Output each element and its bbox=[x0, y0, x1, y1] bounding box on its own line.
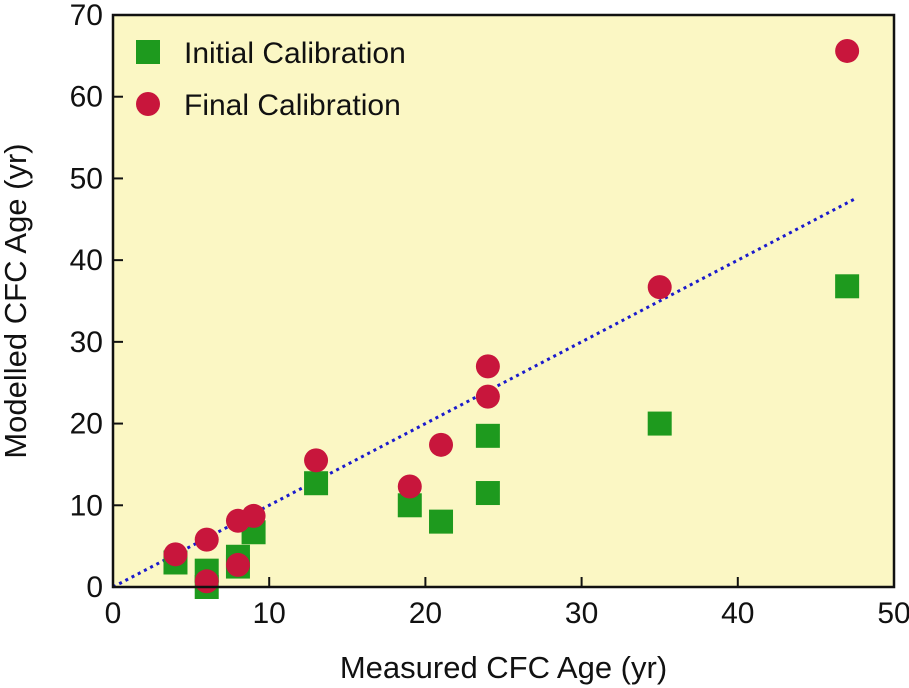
point-initial-calibration bbox=[835, 274, 860, 299]
y-tick-label: 40 bbox=[70, 244, 103, 277]
point-initial-calibration bbox=[475, 481, 500, 506]
point-initial-calibration bbox=[647, 411, 672, 436]
point-final-calibration bbox=[429, 432, 454, 457]
point-final-calibration bbox=[397, 474, 422, 499]
y-tick-label: 10 bbox=[70, 489, 103, 522]
y-tick-label: 60 bbox=[70, 81, 103, 114]
x-tick-label: 20 bbox=[409, 597, 442, 630]
plot-area bbox=[113, 15, 894, 587]
x-tick-label: 40 bbox=[721, 597, 754, 630]
y-tick-label: 70 bbox=[70, 0, 103, 32]
point-final-calibration bbox=[647, 275, 672, 300]
axis-ticks-layer: 0 10 20 30 40 50 0 10 20 30 40 50 60 70 bbox=[70, 0, 909, 630]
y-tick-label: 0 bbox=[86, 571, 103, 604]
x-tick-label: 50 bbox=[877, 597, 909, 630]
point-final-calibration bbox=[225, 552, 250, 577]
data-points-layer bbox=[163, 38, 860, 599]
x-tick-label: 0 bbox=[105, 597, 122, 630]
x-tick-label: 30 bbox=[565, 597, 598, 630]
point-final-calibration bbox=[475, 384, 500, 409]
legend-marker-initial-calibration bbox=[136, 40, 160, 64]
point-final-calibration bbox=[241, 503, 266, 528]
y-tick-label: 50 bbox=[70, 162, 103, 195]
point-final-calibration bbox=[194, 569, 219, 594]
y-axis-title: Modelled CFC Age (yr) bbox=[0, 143, 33, 458]
legend-label-initial-calibration: Initial Calibration bbox=[184, 37, 406, 70]
point-final-calibration bbox=[475, 354, 500, 379]
y-tick-label: 30 bbox=[70, 326, 103, 359]
point-initial-calibration bbox=[429, 509, 454, 534]
point-final-calibration bbox=[194, 527, 219, 552]
y-tick-label: 20 bbox=[70, 408, 103, 441]
x-axis-title: Measured CFC Age (yr) bbox=[340, 650, 667, 685]
point-final-calibration bbox=[304, 448, 329, 473]
x-tick-label: 10 bbox=[253, 597, 286, 630]
legend: Initial Calibration Final Calibration bbox=[136, 37, 406, 122]
point-initial-calibration bbox=[304, 471, 329, 496]
point-final-calibration bbox=[835, 38, 860, 63]
point-initial-calibration bbox=[475, 423, 500, 448]
plot-frame bbox=[111, 13, 896, 589]
legend-marker-final-calibration bbox=[136, 92, 160, 116]
point-final-calibration bbox=[163, 542, 188, 567]
legend-label-final-calibration: Final Calibration bbox=[184, 89, 401, 122]
